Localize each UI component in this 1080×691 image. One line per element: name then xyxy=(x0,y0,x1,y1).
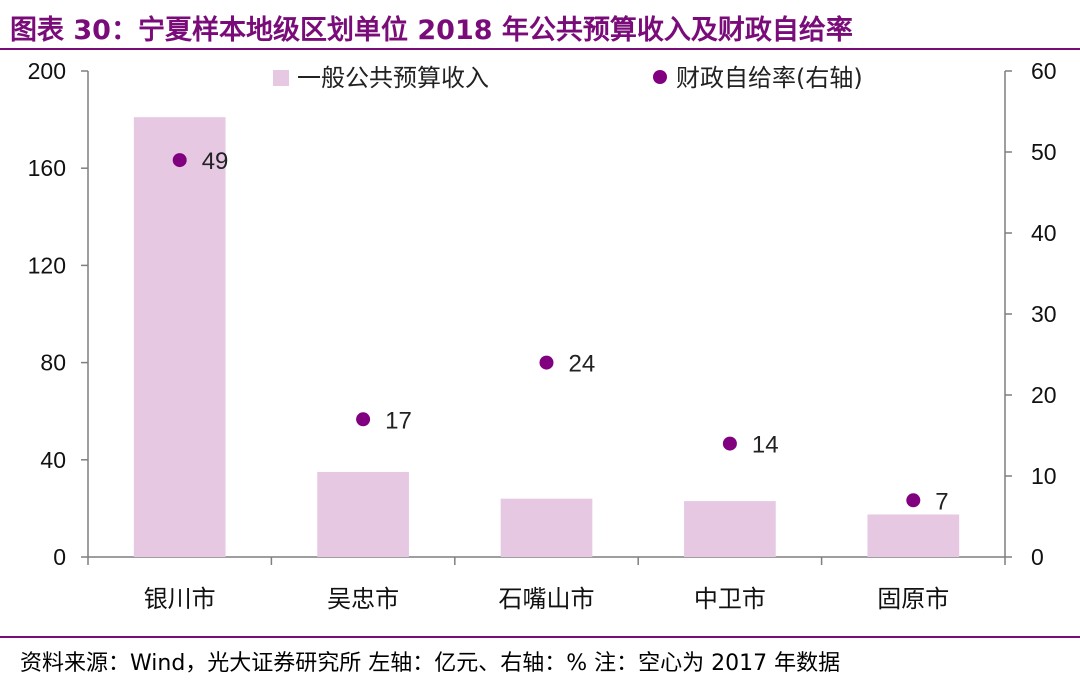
revenue-bar xyxy=(317,471,409,557)
right-tick-label: 10 xyxy=(1031,463,1057,489)
right-tick-label: 50 xyxy=(1031,139,1057,165)
revenue-bar xyxy=(133,117,226,558)
legend-bar-label: 一般公共预算收入 xyxy=(297,64,489,92)
combo-chart: 0 40 80 120 160 200 0 10 20 30 40 50 60 银川市 吴忠市 石嘴山市 中卫市… xyxy=(28,58,1057,613)
self-sufficiency-dot xyxy=(906,493,921,508)
category-label: 石嘴山市 xyxy=(499,585,595,613)
legend-dot-swatch xyxy=(653,70,667,84)
self-sufficiency-dot xyxy=(356,412,371,427)
category-label: 吴忠市 xyxy=(327,585,399,613)
self-sufficiency-label: 14 xyxy=(752,432,779,459)
chart-axes: 0 40 80 120 160 200 0 10 20 30 40 50 60 银川市 吴忠市 石嘴山市 中卫市… xyxy=(28,58,1057,613)
self-sufficiency-label: 24 xyxy=(569,351,596,378)
self-sufficiency-dot xyxy=(539,355,554,370)
left-tick-label: 0 xyxy=(53,544,66,570)
category-label: 银川市 xyxy=(144,585,216,613)
revenue-bar xyxy=(867,514,960,557)
right-tick-label: 30 xyxy=(1031,301,1057,327)
bar-series xyxy=(133,117,960,558)
figure-title: 图表 30：宁夏样本地级区划单位 2018 年公共预算收入及财政自给率 xyxy=(10,15,853,46)
chart-legend: 一般公共预算收入 财政自给率(右轴) xyxy=(273,64,863,92)
left-tick-label: 40 xyxy=(40,447,66,473)
right-tick-label: 40 xyxy=(1031,220,1057,246)
footer-divider xyxy=(0,636,1080,638)
self-sufficiency-label: 7 xyxy=(935,488,948,515)
revenue-bar xyxy=(500,498,593,557)
self-sufficiency-label: 17 xyxy=(385,407,412,434)
self-sufficiency-label: 49 xyxy=(202,148,229,175)
left-tick-label: 200 xyxy=(28,58,66,84)
scatter-series: 49 17 24 14 7 xyxy=(172,148,949,515)
right-tick-label: 20 xyxy=(1031,382,1057,408)
self-sufficiency-dot xyxy=(172,153,187,168)
category-label: 固原市 xyxy=(877,585,949,613)
title-divider xyxy=(0,48,1080,50)
source-note: 资料来源：Wind，光大证券研究所 左轴：亿元、右轴：% 注：空心为 2017 … xyxy=(20,651,841,676)
left-tick-label: 160 xyxy=(28,155,66,181)
revenue-bar xyxy=(684,501,776,557)
self-sufficiency-dot xyxy=(722,436,737,451)
right-tick-label: 0 xyxy=(1031,544,1044,570)
left-tick-label: 80 xyxy=(40,350,66,376)
legend-bar-swatch xyxy=(273,70,289,86)
legend-dot-label: 财政自给率(右轴) xyxy=(676,64,863,92)
category-label: 中卫市 xyxy=(694,585,766,613)
left-tick-label: 120 xyxy=(28,252,66,278)
right-tick-label: 60 xyxy=(1031,58,1057,84)
